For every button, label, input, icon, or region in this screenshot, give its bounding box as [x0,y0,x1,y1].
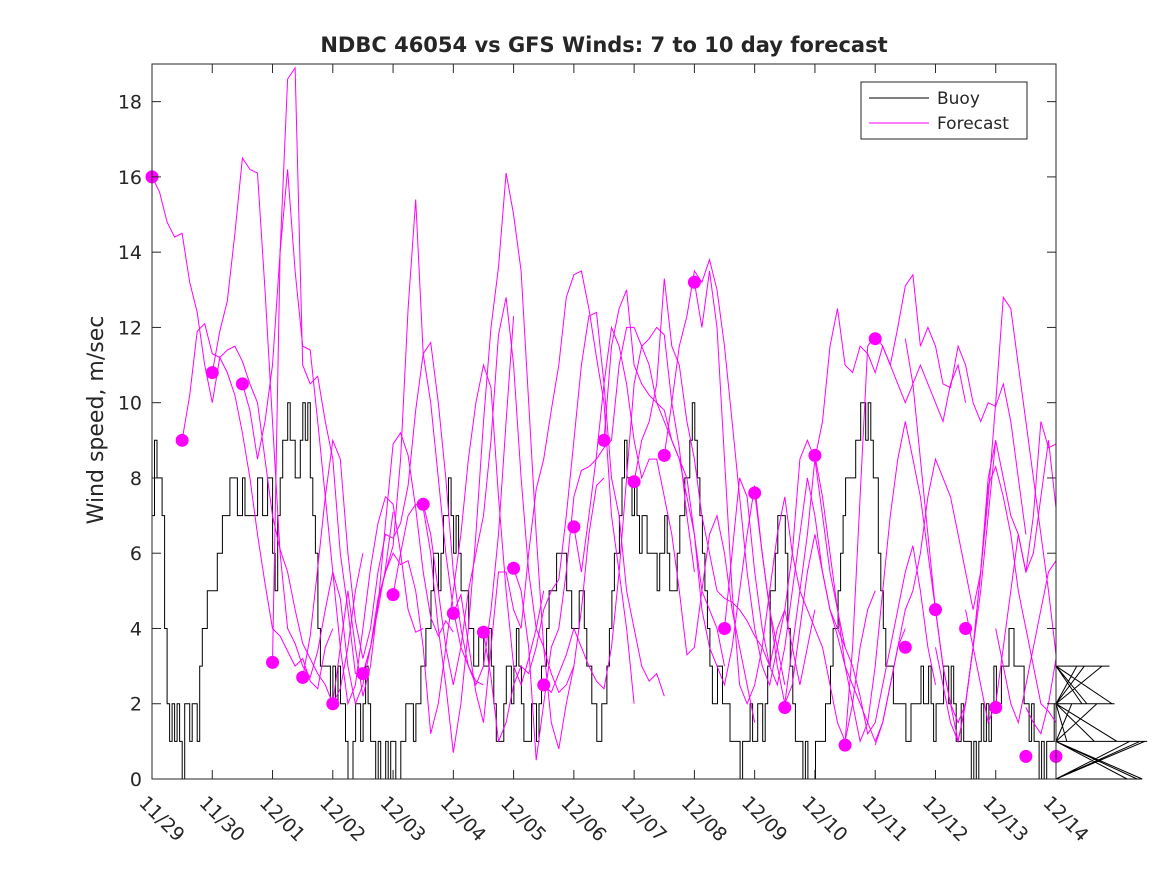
y-tick-label: 4 [130,618,142,640]
forecast-marker [386,588,400,602]
forecast-series-line [211,156,394,706]
forecast-series-line [995,560,1057,725]
forecast-series-line [151,176,334,690]
chart-title: NDBC 46054 vs GFS Winds: 7 to 10 day for… [320,33,887,57]
forecast-marker [657,448,671,462]
forecast-marker [989,701,1003,714]
forecast-series-line [513,326,695,761]
y-axis-label: Wind speed, m/sec [84,316,109,525]
forecast-marker [928,603,942,617]
y-tick-label: 8 [130,468,142,490]
y-tick-label: 16 [118,167,142,189]
forecast-marker [476,625,490,639]
forecast-marker [266,655,280,669]
y-tick-label: 12 [118,317,142,339]
y-tick-label: 14 [118,242,142,264]
forecast-series-line [603,289,786,687]
forecast-marker [868,332,882,346]
plot-area [145,66,1148,780]
forecast-marker [1019,749,1033,763]
forecast-series-line [935,440,1057,744]
forecast-series-line [483,311,665,742]
forecast-marker [959,621,973,635]
forecast-series-line [362,363,545,734]
forecast-series-line [965,421,1057,725]
forecast-marker [567,520,581,534]
y-tick-label: 0 [130,769,142,791]
forecast-marker [748,486,762,500]
forecast-marker [507,561,521,575]
legend-box [860,81,1028,140]
forecast-series-line [573,325,756,723]
forecast-series-line [241,169,424,706]
forecast-series-line [452,270,635,723]
legend: Buoy Forecast [860,81,1028,140]
forecast-marker [537,678,551,692]
y-tick-label: 2 [130,694,142,716]
forecast-marker [326,697,340,711]
forecast-marker [356,667,370,681]
y-tick-label: 18 [118,92,142,114]
forecast-marker [416,497,430,511]
forecast-marker [627,475,641,489]
legend-buoy-label: Buoy [937,89,980,109]
axes-frame [151,63,1057,780]
forecast-series-line [302,341,484,686]
legend-forecast-label: Forecast [937,114,1009,134]
forecast-series-line [724,477,906,743]
forecast-marker [205,366,219,380]
forecast-series-line [332,199,515,704]
forecast-marker [838,738,852,752]
forecast-marker [808,448,822,462]
forecast-marker [446,606,460,620]
forecast-series-line [422,297,605,694]
y-tick-label: 10 [118,393,142,415]
forecast-marker [235,377,249,391]
y-tick-label: 6 [130,543,142,565]
forecast-marker [175,433,189,447]
forecast-marker [778,701,792,714]
forecast-marker [296,670,310,684]
forecast-series-line [874,295,1057,746]
forecast-series-line [1025,658,1057,736]
forecast-marker [687,275,701,289]
forecast-marker [898,640,912,654]
forecast-marker [597,433,611,447]
forecast-marker [718,621,732,635]
